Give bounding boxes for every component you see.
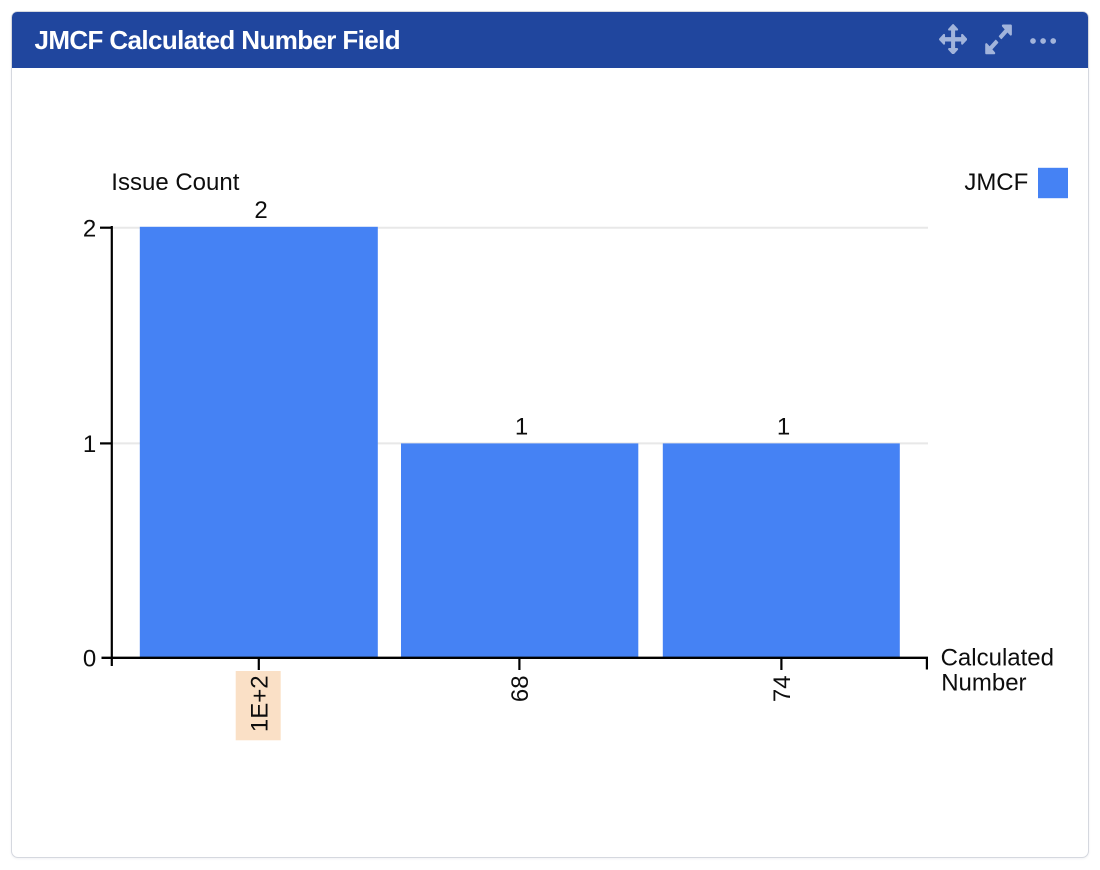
svg-text:JMCF: JMCF bbox=[964, 169, 1028, 196]
svg-text:2: 2 bbox=[254, 197, 267, 224]
svg-text:68: 68 bbox=[507, 675, 534, 702]
svg-text:Calculated: Calculated bbox=[941, 644, 1054, 671]
svg-text:0: 0 bbox=[83, 645, 96, 672]
svg-text:74: 74 bbox=[769, 675, 796, 702]
svg-text:Number: Number bbox=[941, 670, 1026, 697]
svg-text:1: 1 bbox=[515, 413, 528, 440]
svg-text:1: 1 bbox=[777, 413, 790, 440]
svg-text:1E+2: 1E+2 bbox=[246, 675, 273, 732]
svg-text:Issue Count: Issue Count bbox=[111, 169, 239, 196]
svg-text:2: 2 bbox=[83, 216, 96, 243]
svg-text:1: 1 bbox=[83, 431, 96, 458]
